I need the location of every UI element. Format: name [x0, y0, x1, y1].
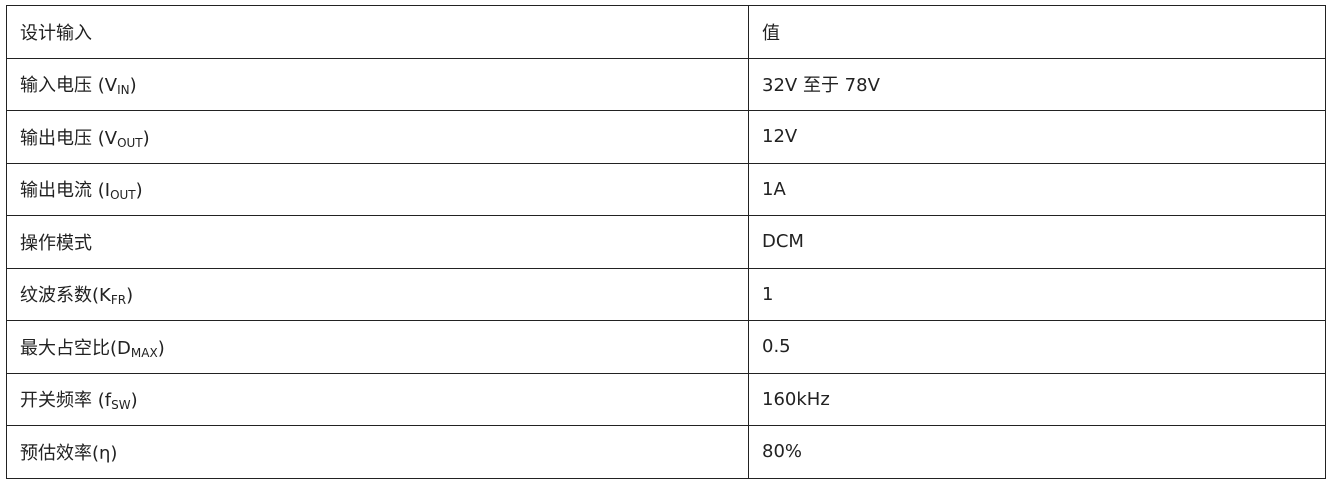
table-row: 输出电流 (IOUT) 1A	[6, 162, 1326, 216]
table-row: 操作模式 DCM	[6, 215, 1326, 269]
parameter-cell: 输入电压 (VIN)	[6, 57, 749, 111]
parameter-label: 最大占空比(D	[20, 337, 131, 359]
value-cell: DCM	[748, 215, 1326, 269]
parameter-label: 输入电压 (V	[20, 75, 118, 97]
parameter-label: 开关频率 (f	[20, 390, 112, 412]
table-row: 预估效率(η) 80%	[6, 425, 1326, 479]
table-row: 开关频率 (fSW) 160kHz	[6, 372, 1326, 426]
parameter-subscript: OUT	[110, 188, 136, 203]
parameter-label: 预估效率(η)	[20, 442, 118, 464]
parameter-label: 输出电流 (I	[20, 180, 111, 202]
header-design-input: 设计输入	[6, 5, 749, 59]
value-cell: 12V	[748, 110, 1326, 164]
design-input-table: 设计输入 值 输入电压 (VIN) 32V 至于 78V 输出电压 (VOUT) 12…	[6, 5, 1326, 479]
value-cell: 0.5	[748, 320, 1326, 374]
parameter-subscript: OUT	[117, 135, 143, 150]
parameter-cell: 输出电流 (IOUT)	[6, 162, 749, 216]
parameter-suffix: )	[157, 337, 165, 359]
value-cell: 1	[748, 267, 1326, 321]
table-row: 输入电压 (VIN) 32V 至于 78V	[6, 57, 1326, 111]
table-header-row: 设计输入 值	[6, 5, 1326, 59]
value-cell: 1A	[748, 162, 1326, 216]
value-cell: 80%	[748, 425, 1326, 479]
parameter-subscript: MAX	[130, 345, 158, 360]
parameter-suffix: )	[142, 127, 150, 149]
parameter-cell: 输出电压 (VOUT)	[6, 110, 749, 164]
table-row: 纹波系数(KFR) 1	[6, 267, 1326, 321]
parameter-label: 操作模式	[20, 232, 92, 254]
parameter-subscript: FR	[110, 293, 127, 308]
parameter-suffix: )	[130, 390, 138, 412]
parameter-cell: 最大占空比(DMAX)	[6, 320, 749, 374]
header-value: 值	[748, 5, 1326, 59]
value-cell: 160kHz	[748, 372, 1326, 426]
parameter-cell: 纹波系数(KFR)	[6, 267, 749, 321]
parameter-label: 纹波系数(K	[20, 285, 111, 307]
parameter-suffix: )	[129, 75, 137, 97]
parameter-cell: 开关频率 (fSW)	[6, 372, 749, 426]
parameter-subscript: SW	[111, 398, 131, 413]
table-row: 输出电压 (VOUT) 12V	[6, 110, 1326, 164]
parameter-cell: 操作模式	[6, 215, 749, 269]
parameter-label: 输出电压 (V	[20, 127, 118, 149]
parameter-cell: 预估效率(η)	[6, 425, 749, 479]
parameter-suffix: )	[135, 180, 143, 202]
value-cell: 32V 至于 78V	[748, 57, 1326, 111]
table-row: 最大占空比(DMAX) 0.5	[6, 320, 1326, 374]
parameter-subscript: IN	[117, 83, 130, 98]
parameter-suffix: )	[126, 285, 134, 307]
